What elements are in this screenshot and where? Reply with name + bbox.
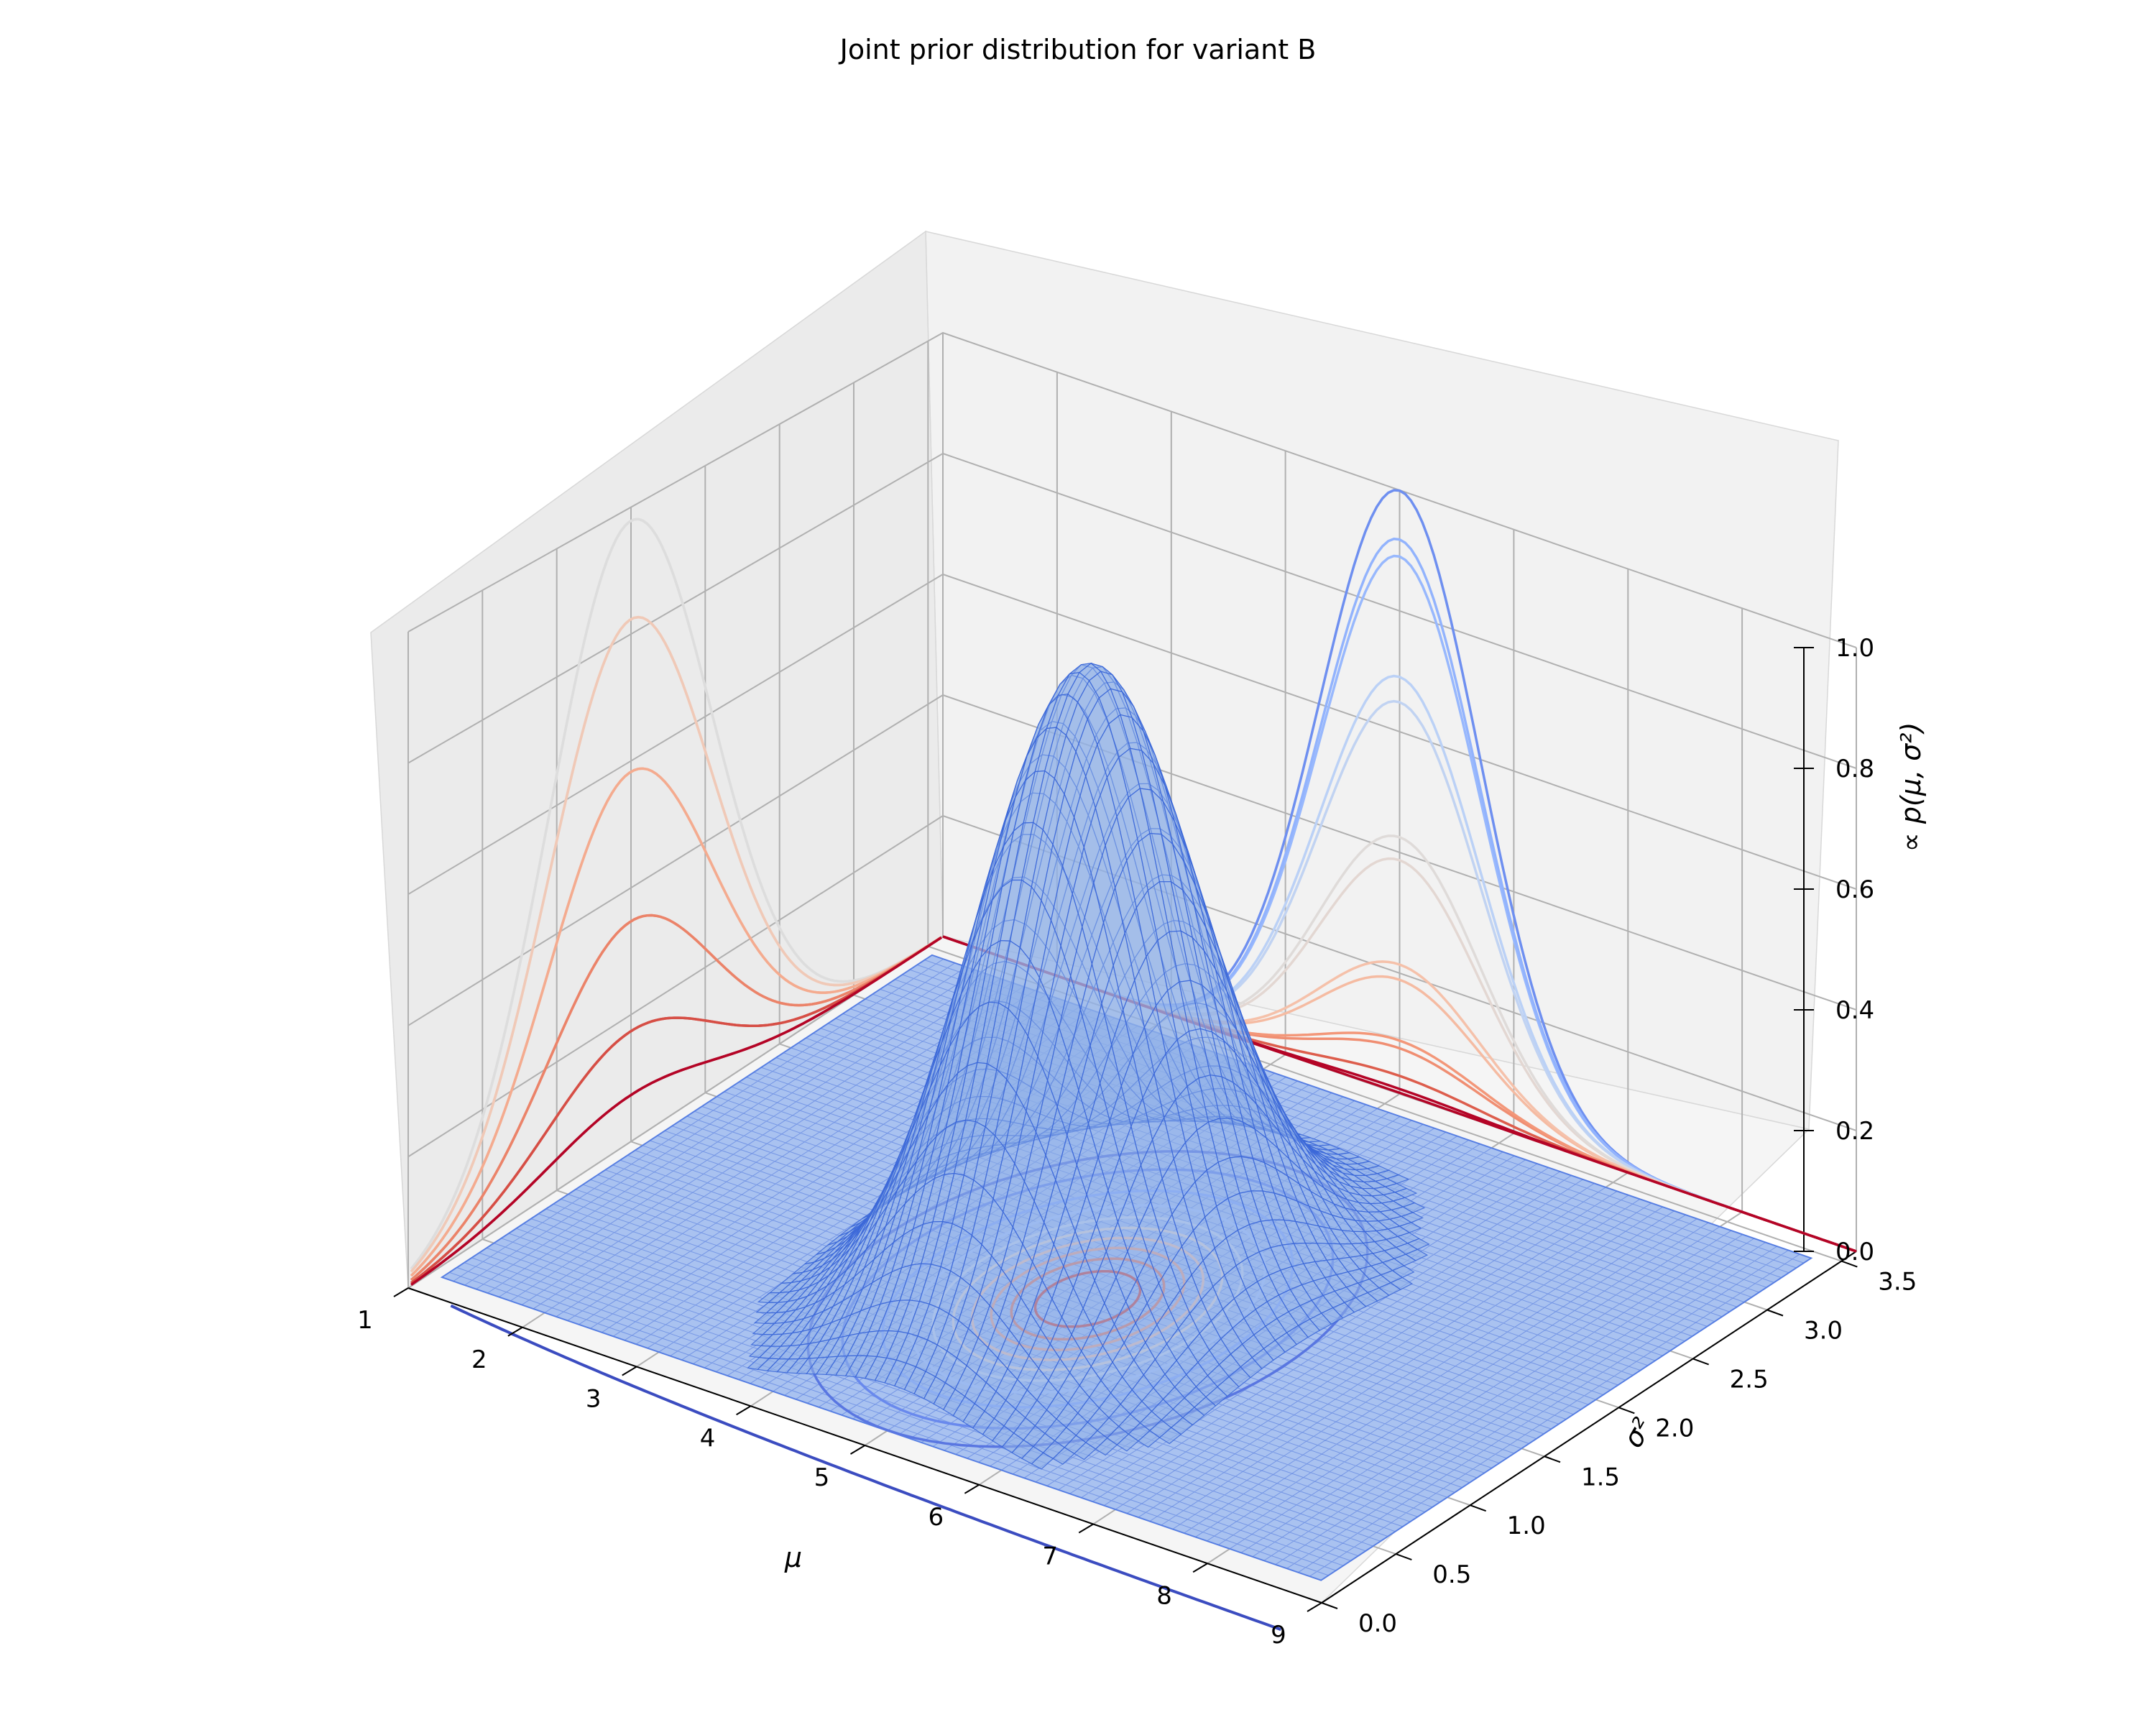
grid-line-z [407,331,1857,648]
sigma2-tick-mark [1692,1358,1710,1366]
sigma2-tick-label: 1.5 [1581,1463,1620,1491]
mu-profile-curve [410,767,942,1277]
mu-axis-ticks: 1 2 3 4 5 6 7 8 9 [357,1287,1322,1650]
z-tick-label: 0.8 [1835,755,1874,783]
mu-profile-curve [410,518,942,1270]
sigma2-tick-label: 2.0 [1655,1414,1694,1443]
mu-tick-label: 3 [586,1385,602,1414]
surface-facet [1158,1427,1182,1445]
z-axis-label: ∝ p(μ, σ²) [1895,722,1927,852]
surface-facet [1116,1433,1139,1452]
mu-profile-curve [410,936,942,1286]
mu-profile-curve [410,615,942,1273]
surface-facet [1031,1452,1054,1470]
mu-profile-curve [410,936,942,1284]
mu-tick-label: 9 [1271,1621,1286,1650]
sigma2-tick-mark [1470,1504,1487,1512]
sigma2-tick-label: 3.5 [1878,1268,1917,1297]
surface-facet [1137,1430,1161,1448]
sigma2-tick-mark [1544,1455,1561,1463]
mu-tick-mark [964,1484,980,1494]
z-tick-label: 0.2 [1835,1117,1874,1146]
grid-line-z [407,573,1857,896]
z-tick-label: 0.6 [1835,875,1874,904]
sigma2-tick-mark [1321,1602,1338,1609]
trace-curve [450,1304,1282,1632]
mu-tick-label: 5 [814,1463,830,1492]
grid-line-z [407,814,1857,1158]
x-axis-label: μ [784,1542,802,1573]
chart-title: Joint prior distribution for variant B [839,34,1317,65]
grid-line-z [407,694,1857,1026]
grid-line-z [407,452,1857,769]
mu-tick-mark [1307,1602,1322,1612]
z-tick-label: 0.0 [1835,1238,1874,1266]
z-tick-label: 0.4 [1835,996,1874,1025]
mu-tick-mark [622,1366,637,1376]
mu-tick-mark [393,1287,409,1297]
sigma2-tick-label: 3.0 [1804,1317,1843,1346]
sigma2-tick-label: 0.5 [1432,1560,1471,1589]
sigma2-tick-mark [1395,1553,1412,1561]
sigma2-tick-label: 1.0 [1507,1512,1546,1540]
mu-tick-mark [1192,1563,1208,1573]
mu-tick-label: 1 [357,1306,373,1335]
surface-mesh [747,662,1430,1470]
surface-facet [1073,1442,1097,1460]
floor-trace-curve [450,1304,1282,1632]
mu-profile-curve [410,914,942,1282]
mu-tick-label: 4 [700,1424,716,1453]
mu-tick-mark [849,1445,866,1455]
sigma2-tick-label: 2.5 [1730,1365,1769,1394]
surface-facet [1095,1438,1118,1456]
mu-tick-label: 2 [471,1346,487,1374]
z-axis-ticks: 0.0 0.2 0.4 0.6 0.8 1.0 [1794,634,1874,1266]
surface-facet [1052,1447,1075,1465]
z-tick-label: 1.0 [1835,634,1874,663]
sigma2-tick-mark [1766,1309,1784,1317]
mu-tick-mark [507,1326,523,1337]
sigma2-tick-mark [1618,1407,1635,1414]
mu-tick-label: 7 [1042,1542,1058,1571]
sigma2-axis-ticks: 0.0 0.5 1.0 1.5 2.0 2.5 3.0 3.5 [1321,1260,1917,1638]
mu-profile-curves [410,518,942,1286]
mu-tick-label: 8 [1156,1581,1172,1610]
mu-tick-mark [736,1405,752,1416]
mu-tick-label: 6 [929,1503,944,1532]
sigma2-tick-label: 0.0 [1358,1609,1397,1638]
sigma2-tick-mark [1841,1260,1858,1268]
mu-tick-mark [1078,1523,1094,1534]
